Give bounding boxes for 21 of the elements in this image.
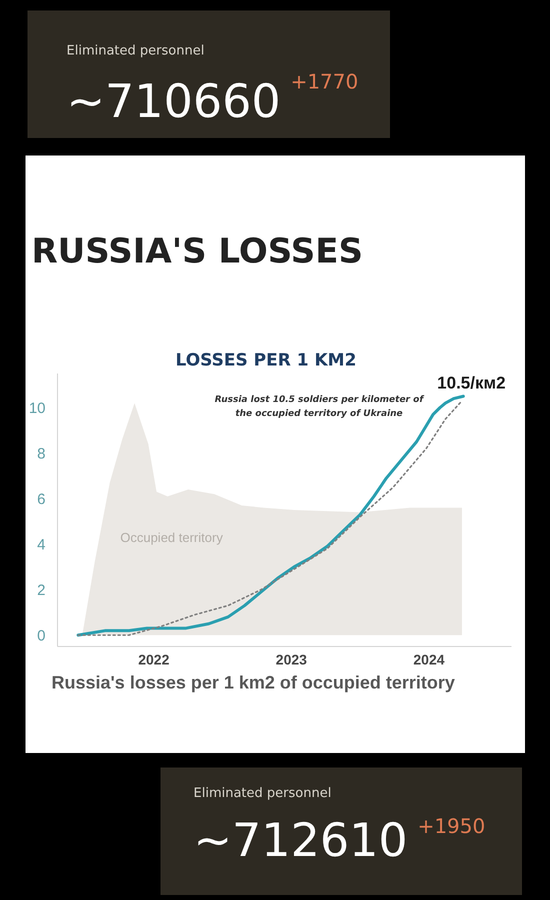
x-tick-label: 2023 bbox=[276, 652, 308, 668]
y-tick-label: 4 bbox=[37, 536, 46, 554]
x-tick-label: 2024 bbox=[413, 652, 445, 668]
y-tick-label: 10 bbox=[28, 400, 46, 418]
chart-title: RUSSIA'S LOSSES bbox=[32, 232, 363, 272]
x-tick-label: 2022 bbox=[138, 652, 170, 668]
y-tick-label: 6 bbox=[37, 491, 46, 508]
chart-subtitle: LOSSES PER 1 KM2 bbox=[176, 350, 356, 370]
text: +1770 bbox=[290, 70, 358, 94]
annotation: Russia lost 10.5 soldiers per kilometer of the occupied territory of Ukraine bbox=[214, 395, 424, 420]
text: ~710660 bbox=[66, 74, 281, 128]
data-label: 10.5/км2 bbox=[437, 373, 506, 392]
y-tick-label: 2 bbox=[37, 582, 46, 600]
y-tick-label: 8 bbox=[37, 446, 46, 463]
series-label: Occupied territory bbox=[120, 530, 224, 546]
text: Eliminated personnel bbox=[66, 44, 204, 59]
text: Eliminated personnel bbox=[194, 786, 332, 801]
text: ~712610 bbox=[194, 813, 408, 868]
text: Russia's losses per 1 km2 of occupied territory bbox=[52, 672, 455, 692]
y-tick-label: 0 bbox=[37, 628, 46, 645]
text: +1950 bbox=[418, 814, 486, 838]
